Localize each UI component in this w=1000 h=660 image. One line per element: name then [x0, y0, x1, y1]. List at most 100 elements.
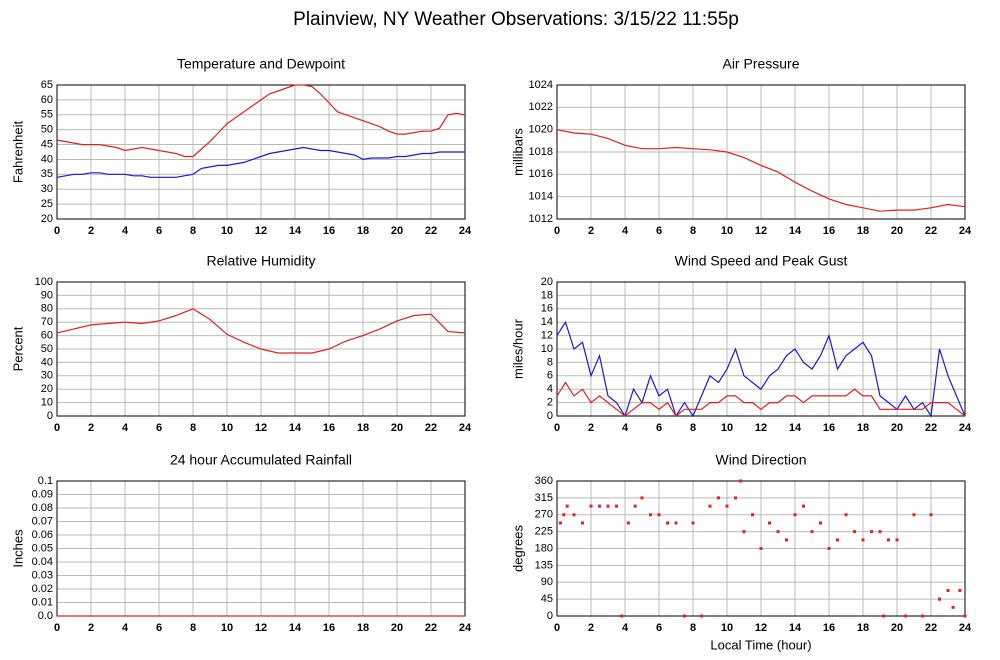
data-point [861, 538, 865, 542]
y-tick-label: 55 [41, 109, 53, 121]
x-tick-label: 22 [425, 422, 437, 434]
x-tick-label: 8 [190, 225, 196, 237]
x-tick-label: 4 [622, 622, 629, 634]
data-point [700, 614, 703, 618]
chart-title: Temperature and Dewpoint [177, 56, 345, 72]
x-tick-label: 24 [459, 622, 472, 634]
y-tick-label: 60 [41, 94, 53, 106]
x-tick-label: 20 [891, 225, 903, 237]
data-point [836, 538, 839, 542]
y-axis-label: Inches [10, 529, 25, 568]
y-tick-label: 50 [41, 124, 53, 136]
data-point [558, 521, 562, 525]
chart-title: Wind Direction [715, 452, 806, 468]
y-tick-label: 90 [541, 576, 553, 588]
y-tick-label: 20 [541, 276, 553, 288]
y-axis-label: Percent [10, 326, 25, 371]
y-tick-label: 0.09 [32, 488, 53, 500]
data-point [633, 504, 637, 508]
x-tick-label: 14 [289, 622, 302, 634]
y-tick-label: 0.03 [32, 569, 53, 581]
data-point [742, 530, 746, 534]
x-tick-label: 6 [156, 225, 162, 237]
data-point [887, 538, 890, 542]
y-tick-label: 80 [41, 303, 53, 315]
y-tick-label: 1024 [529, 79, 553, 91]
y-tick-label: 16 [541, 303, 553, 315]
data-point [734, 496, 737, 500]
data-point [881, 614, 885, 618]
x-tick-label: 18 [857, 422, 869, 434]
x-tick-label: 0 [54, 422, 60, 434]
data-point [674, 521, 678, 525]
y-tick-label: 0 [547, 610, 553, 622]
y-tick-label: 1016 [529, 168, 553, 180]
y-tick-label: 4 [547, 383, 553, 395]
x-tick-label: 16 [823, 422, 835, 434]
data-line [56, 84, 466, 158]
y-tick-label: 0.02 [32, 583, 53, 595]
data-point [725, 504, 729, 508]
x-tick-label: 4 [122, 622, 129, 634]
x-tick-label: 24 [959, 422, 972, 434]
data-point [562, 513, 566, 517]
data-point [620, 614, 624, 618]
data-point [683, 614, 686, 618]
x-tick-label: 18 [857, 622, 869, 634]
y-tick-label: 1020 [529, 124, 553, 136]
x-tick-label: 22 [425, 622, 437, 634]
x-tick-label: 12 [755, 422, 767, 434]
data-point [963, 614, 967, 618]
x-tick-label: 8 [190, 422, 196, 434]
data-point [958, 589, 962, 592]
x-tick-label: 8 [190, 622, 196, 634]
plot-frame [556, 84, 966, 220]
x-tick-label: 16 [323, 622, 335, 634]
x-tick-label: 6 [656, 225, 662, 237]
x-tick-label: 10 [721, 422, 733, 434]
y-tick-label: 20 [41, 383, 53, 395]
data-point [929, 513, 933, 517]
data-point [810, 530, 814, 534]
x-tick-label: 2 [588, 622, 594, 634]
x-tick-label: 20 [391, 225, 403, 237]
data-point [844, 513, 848, 517]
y-tick-label: 0.07 [32, 515, 53, 527]
y-tick-label: 0.08 [32, 502, 53, 514]
x-tick-label: 2 [588, 225, 594, 237]
data-point [717, 496, 720, 500]
data-point [870, 530, 873, 534]
x-tick-label: 4 [622, 225, 629, 237]
x-tick-label: 24 [459, 225, 472, 237]
x-tick-label: 12 [255, 422, 267, 434]
y-tick-label: 180 [535, 542, 553, 554]
y-tick-label: 1018 [529, 146, 553, 158]
y-tick-label: 225 [535, 526, 553, 538]
y-tick-label: 18 [541, 289, 553, 301]
data-point [776, 530, 780, 534]
x-tick-label: 18 [357, 225, 369, 237]
data-point [606, 504, 610, 508]
x-tick-label: 22 [925, 622, 937, 634]
x-tick-label: 16 [323, 422, 335, 434]
x-tick-label: 16 [823, 622, 835, 634]
x-tick-label: 2 [88, 622, 94, 634]
y-tick-label: 1012 [529, 213, 553, 225]
data-point [819, 521, 822, 525]
x-tick-label: 2 [88, 225, 94, 237]
data-point [626, 521, 630, 525]
x-tick-label: 10 [721, 225, 733, 237]
chart-title: 24 hour Accumulated Rainfall [170, 452, 352, 468]
x-tick-label: 14 [789, 225, 802, 237]
data-point [912, 513, 916, 517]
y-tick-label: 40 [41, 356, 53, 368]
data-point [615, 504, 618, 508]
y-tick-label: 30 [41, 183, 53, 195]
x-tick-label: 22 [425, 225, 437, 237]
data-point [649, 513, 652, 517]
y-tick-label: 65 [41, 79, 53, 91]
x-tick-label: 4 [622, 422, 629, 434]
y-tick-label: 0.06 [32, 529, 53, 541]
data-point [785, 538, 788, 542]
